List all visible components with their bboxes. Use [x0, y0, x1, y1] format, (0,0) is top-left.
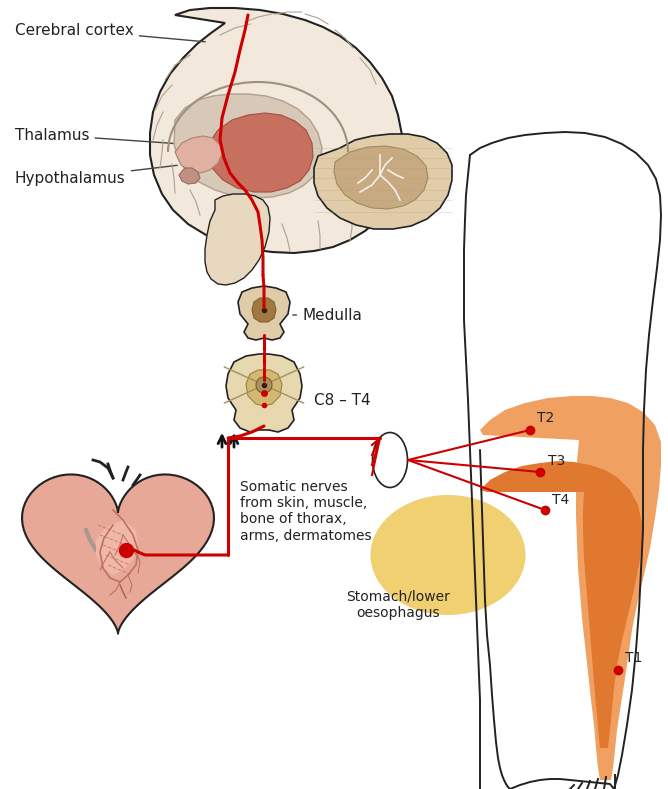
- Polygon shape: [205, 194, 270, 285]
- Polygon shape: [252, 298, 276, 322]
- Polygon shape: [246, 370, 282, 406]
- Text: Stomach/lower
oesophagus: Stomach/lower oesophagus: [346, 590, 450, 620]
- Ellipse shape: [371, 495, 526, 615]
- Polygon shape: [150, 8, 402, 253]
- Polygon shape: [22, 474, 214, 634]
- Polygon shape: [174, 94, 322, 198]
- Polygon shape: [96, 520, 138, 575]
- Text: Thalamus: Thalamus: [15, 128, 193, 145]
- Ellipse shape: [256, 377, 272, 393]
- Text: T1: T1: [625, 651, 643, 665]
- Polygon shape: [238, 286, 290, 340]
- Polygon shape: [480, 396, 661, 780]
- Text: Medulla: Medulla: [293, 308, 362, 323]
- Polygon shape: [226, 354, 302, 432]
- Text: Somatic nerves
from skin, muscle,
bone of thorax,
arms, dermatomes: Somatic nerves from skin, muscle, bone o…: [240, 480, 371, 543]
- Text: T2: T2: [537, 411, 554, 425]
- Polygon shape: [208, 113, 313, 192]
- Text: T3: T3: [548, 454, 565, 468]
- Polygon shape: [334, 146, 428, 209]
- Text: T4: T4: [552, 493, 569, 507]
- Polygon shape: [179, 168, 200, 184]
- Text: Hypothalamus: Hypothalamus: [15, 166, 177, 185]
- Text: C8 – T4: C8 – T4: [314, 392, 371, 407]
- Polygon shape: [175, 136, 222, 173]
- Polygon shape: [480, 461, 642, 748]
- Polygon shape: [314, 134, 452, 229]
- Text: Cerebral cortex: Cerebral cortex: [15, 23, 205, 42]
